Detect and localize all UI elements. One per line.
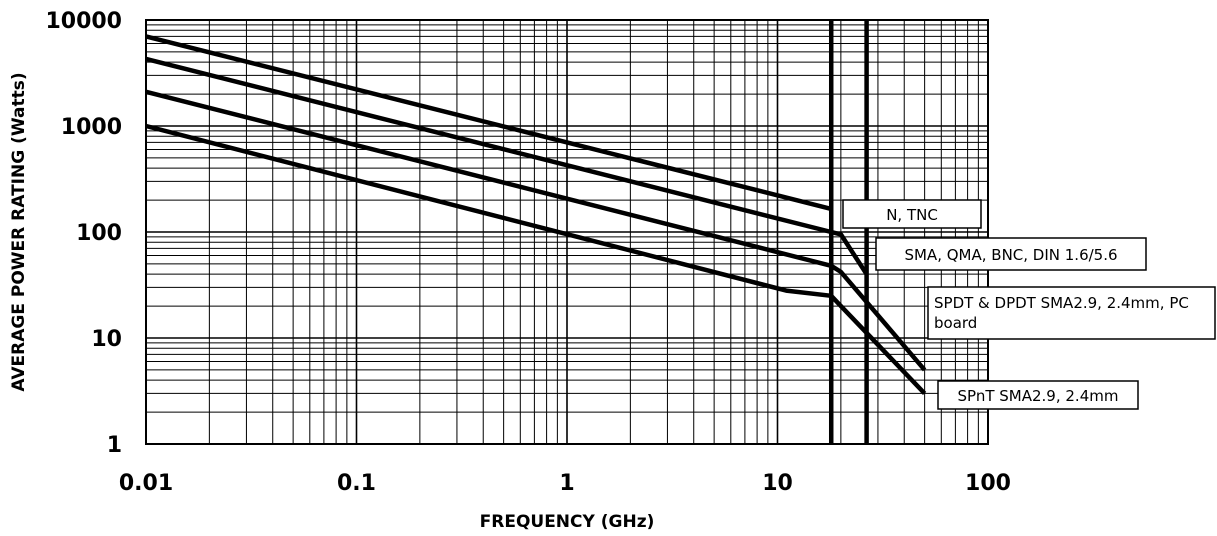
series-line-4 [145,123,927,395]
x-tick-label: 0.01 [119,471,173,496]
series-line-2 [145,56,869,276]
x-tick-label: 10 [762,471,793,496]
callout-box-3 [927,286,1216,340]
grid-lines [145,19,989,445]
callout-box-1 [842,199,982,229]
y-tick-label: 10 [91,327,122,352]
callout-label-4: SPnT SMA2.9, 2.4mm [958,387,1119,405]
callout-box-4 [937,380,1139,410]
series-line-3 [145,89,927,372]
plot-frame [145,19,989,445]
y-tick-label: 100 [76,221,122,246]
y-tick-label: 10000 [45,9,122,34]
y-tick-label: 1 [107,433,122,458]
x-tick-labels: 0.01 0.1 1 10 100 [119,471,1011,496]
x-tick-label: 0.1 [337,471,376,496]
y-tick-label: 1000 [61,115,122,140]
callout-label-2: SMA, QMA, BNC, DIN 1.6/5.6 [904,246,1117,264]
callout-box-2 [875,237,1147,271]
y-tick-labels: 10000 1000 100 10 1 [45,9,122,458]
y-axis-title: AVERAGE POWER RATING (Watts) [9,72,29,391]
x-axis-title: FREQUENCY (GHz) [480,512,655,532]
x-tick-label: 1 [559,471,574,496]
callout-label-1: N, TNC [886,206,938,224]
callout-label-3: SPDT & DPDT SMA2.9, 2.4mm, PC board [934,294,1189,332]
series-line-1 [145,34,832,212]
x-tick-label: 100 [965,471,1011,496]
series-callouts: N, TNC SMA, QMA, BNC, DIN 1.6/5.6 SPDT & D… [842,199,1216,410]
series-lines [145,34,927,395]
